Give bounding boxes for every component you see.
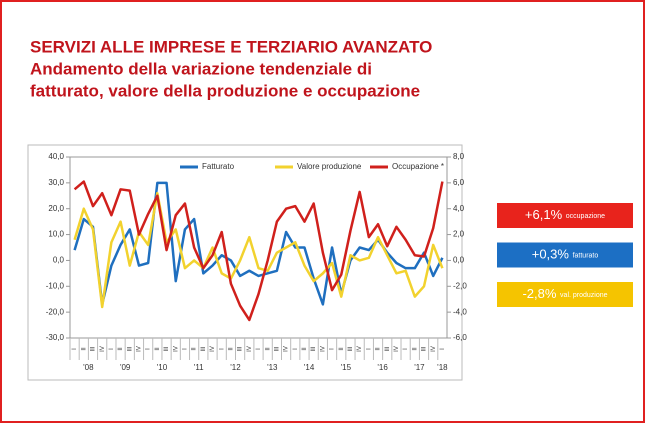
series-line [73, 180, 444, 322]
x-tick-label: IV [173, 346, 179, 352]
x-tick-label: I [440, 348, 446, 350]
x-tick-label: II [81, 347, 87, 351]
x-tick-label: IV [284, 346, 290, 352]
y-tick-label: -20,0 [46, 307, 65, 316]
y2-tick-label: 0,0 [453, 256, 465, 265]
x-tick-label: I [366, 348, 372, 350]
y-tick-label: 10,0 [48, 230, 64, 239]
y-tick-label: 0,0 [53, 256, 65, 265]
x-tick-label: I [183, 348, 189, 350]
x-tick-label: II [192, 347, 198, 351]
y2-tick-label: 8,0 [453, 152, 465, 161]
x-tick-label: IV [100, 346, 106, 352]
summary-box [497, 282, 633, 307]
y-tick-label: -30,0 [46, 333, 65, 342]
summary-value: -2,8% [522, 286, 560, 301]
x-tick-label: III [238, 346, 244, 351]
x-tick-label: III [127, 346, 133, 351]
x-tick-label: II [265, 347, 271, 351]
x-tick-label: IV [210, 346, 216, 352]
x-tick-label: I [330, 348, 336, 350]
year-label: '15 [341, 363, 352, 372]
year-label: '10 [157, 363, 168, 372]
y-tick-label: 40,0 [48, 152, 64, 161]
x-tick-label: III [164, 346, 170, 351]
y2-tick-label: 2,0 [453, 230, 465, 239]
summary-note: val. produzione [560, 292, 608, 299]
x-tick-label: III [274, 346, 280, 351]
x-tick-label: II [302, 347, 308, 351]
year-label: '09 [120, 363, 131, 372]
year-label: '11 [194, 363, 204, 372]
x-tick-label: III [91, 346, 97, 351]
x-tick-label: II [339, 347, 345, 351]
x-tick-label: I [403, 348, 409, 350]
x-tick-label: II [412, 347, 418, 351]
x-tick-label: II [376, 347, 382, 351]
summary-note: occupazione [566, 213, 605, 220]
y2-tick-label: 6,0 [453, 178, 465, 187]
x-tick-label: III [385, 346, 391, 351]
legend-label: Fatturato [202, 162, 235, 171]
y-tick-label: 30,0 [48, 178, 64, 187]
x-tick-label: I [256, 348, 262, 350]
y2-tick-label: 4,0 [453, 204, 465, 213]
x-tick-label: II [228, 347, 234, 351]
y-tick-label: -10,0 [46, 281, 65, 290]
summary-box [497, 203, 633, 228]
x-tick-label: IV [137, 346, 143, 352]
legend-label: Valore produzione [297, 162, 362, 171]
y-tick-label: 20,0 [48, 204, 64, 213]
summary-note: fatturato [573, 252, 599, 259]
summary-text: -2,8% val. produzione [522, 286, 607, 301]
plot-border [69, 156, 448, 339]
summary-text: +0,3% fatturato [532, 247, 599, 262]
x-tick-label: IV [247, 346, 253, 352]
x-tick-label: III [201, 346, 207, 351]
x-tick-label: I [109, 348, 115, 350]
x-tick-label: I [72, 348, 78, 350]
x-tick-label: IV [320, 346, 326, 352]
legend-label: Occupazione * [392, 162, 444, 171]
x-tick-label: IV [394, 346, 400, 352]
title-line: fatturato, valore della produzione e occ… [30, 81, 420, 100]
title-line: SERVIZI ALLE IMPRESE E TERZIARIO AVANZAT… [30, 37, 432, 56]
year-label: '08 [83, 363, 94, 372]
y2-tick-label: -2,0 [453, 281, 467, 290]
x-tick-label: III [422, 346, 428, 351]
summary-box [497, 242, 633, 268]
x-tick-label: IV [357, 346, 363, 352]
year-label: '12 [230, 363, 241, 372]
x-tick-label: III [348, 346, 354, 351]
summary-text: +6,1% occupazione [525, 207, 605, 222]
x-tick-label: IV [431, 346, 437, 352]
x-tick-label: II [155, 347, 161, 351]
year-label: '16 [377, 363, 388, 372]
summary-value: +6,1% [525, 207, 566, 222]
y2-tick-label: -4,0 [453, 307, 467, 316]
y2-tick-label: -6,0 [453, 333, 467, 342]
x-tick-label: II [118, 347, 124, 351]
x-tick-label: III [311, 346, 317, 351]
year-label: '14 [304, 363, 315, 372]
x-tick-label: I [146, 348, 152, 350]
series-line [73, 191, 444, 309]
year-label: '13 [267, 363, 278, 372]
title-line: Andamento della variazione tendenziale d… [30, 59, 372, 78]
x-tick-label: I [219, 348, 225, 350]
x-tick-label: I [293, 348, 299, 350]
year-label: '18 [437, 363, 448, 372]
summary-value: +0,3% [532, 247, 573, 262]
year-label: '17 [414, 363, 425, 372]
